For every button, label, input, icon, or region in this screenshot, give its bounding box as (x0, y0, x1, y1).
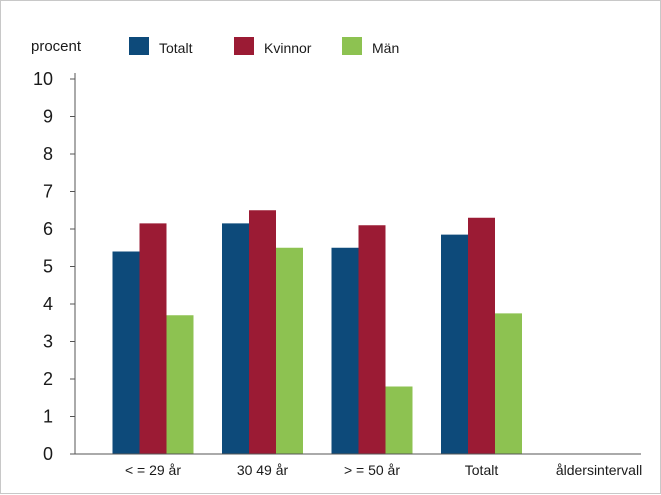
y-tick-label: 6 (43, 219, 53, 239)
y-tick-label: 1 (43, 407, 53, 427)
bar-totalt-3 (441, 234, 468, 454)
y-tick-label: 5 (43, 257, 53, 277)
bar-m-n-0 (166, 315, 194, 454)
y-tick-label: 7 (43, 182, 53, 202)
bar-totalt-1 (222, 223, 249, 454)
y-tick-label: 8 (43, 144, 53, 164)
y-tick-label: 10 (33, 69, 53, 89)
x-tick-label: < = 29 år (125, 462, 181, 478)
x-axis: < = 29 år 30 49 år > = 50 år Totalt (75, 453, 641, 478)
y-tick-label: 3 (43, 332, 53, 352)
legend-swatch (342, 37, 362, 55)
y-tick-label: 9 (43, 107, 53, 127)
legend-swatch (129, 37, 149, 55)
x-tick-label: Totalt (465, 462, 499, 478)
legend-label: Totalt (159, 40, 193, 56)
bar-kvinnor-1 (249, 210, 276, 454)
bar-m-n-3 (495, 313, 522, 454)
legend-label: Kvinnor (264, 40, 312, 56)
bar-kvinnor-2 (358, 225, 386, 454)
bar-m-n-2 (385, 386, 413, 454)
bar-m-n-1 (276, 247, 303, 454)
y-axis: 0 1 2 3 4 5 6 7 8 9 10 (33, 69, 76, 464)
x-tick-label: > = 50 år (344, 462, 400, 478)
legend-swatch (234, 37, 254, 55)
bar-totalt-0 (112, 251, 140, 454)
legend: Totalt Kvinnor Män (129, 37, 399, 56)
bar-kvinnor-0 (139, 223, 167, 454)
x-axis-label: åldersintervall (556, 462, 642, 478)
y-axis-label: procent (31, 38, 82, 55)
y-tick-label: 2 (43, 369, 53, 389)
bar-totalt-2 (331, 247, 359, 454)
bar-kvinnor-3 (468, 217, 495, 454)
legend-label: Män (372, 40, 399, 56)
y-tick-label: 4 (43, 294, 53, 314)
y-tick-label: 0 (43, 444, 53, 464)
x-tick-label: 30 49 år (237, 462, 289, 478)
bars (112, 210, 522, 454)
